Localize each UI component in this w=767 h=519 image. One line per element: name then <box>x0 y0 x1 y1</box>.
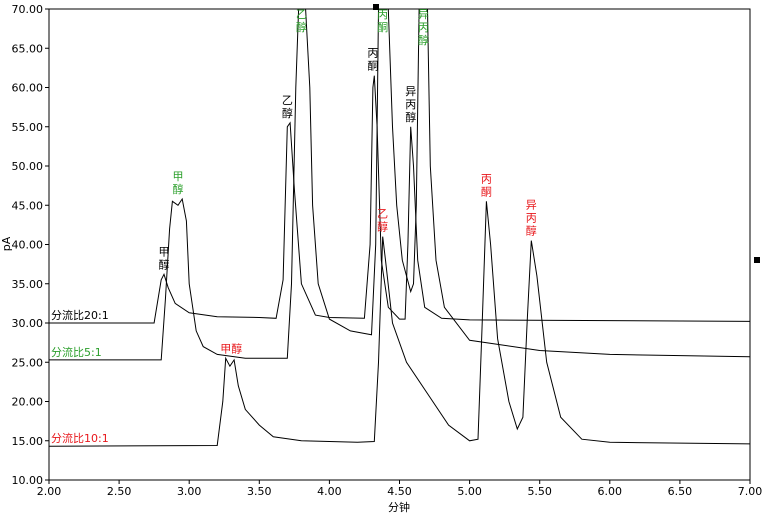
peak-label: 酮 <box>367 60 378 73</box>
y-tick-label: 55.00 <box>12 121 44 134</box>
y-tick-label: 70.00 <box>12 3 44 16</box>
y-tick-label: 20.00 <box>12 396 44 409</box>
x-tick-label: 4.00 <box>317 485 342 498</box>
y-tick-label: 50.00 <box>12 160 44 173</box>
peak-label: 甲醇 <box>220 341 242 355</box>
y-tick-label: 65.00 <box>12 42 44 55</box>
series-label: 分流比20:1 <box>51 308 109 322</box>
peak-label: 酮 <box>481 185 492 198</box>
x-tick-label: 4.50 <box>387 485 412 498</box>
peak-label: 醇 <box>405 110 416 124</box>
y-axis-title: pA <box>0 236 13 251</box>
x-tick-label: 6.50 <box>668 485 693 498</box>
peak-label: 乙 <box>282 94 293 107</box>
x-tick-label: 5.00 <box>457 485 482 498</box>
peak-label: 异 <box>526 199 537 212</box>
peak-label: 丙 <box>526 212 537 225</box>
peak-label: 醇 <box>418 33 429 47</box>
peak-label: 乙 <box>296 8 307 21</box>
marker-top <box>373 4 379 10</box>
peak-label: 丙 <box>367 47 378 60</box>
peak-label: 醇 <box>172 182 183 196</box>
series-line <box>49 9 750 361</box>
series-label: 分流比5:1 <box>51 345 102 359</box>
peak-label: 醇 <box>377 220 388 234</box>
y-tick-label: 25.00 <box>12 356 44 369</box>
y-tick-label: 15.00 <box>12 435 44 448</box>
peak-label: 酮 <box>377 21 388 34</box>
x-tick-label: 2.50 <box>107 485 132 498</box>
x-tick-label: 7.00 <box>738 485 763 498</box>
peak-label: 甲 <box>158 245 169 258</box>
peak-label: 甲 <box>172 170 183 183</box>
peak-label: 醇 <box>282 106 293 120</box>
y-tick-label: 45.00 <box>12 199 44 212</box>
peak-label: 异 <box>418 8 429 21</box>
peak-label: 丙 <box>481 172 492 185</box>
y-tick-label: 60.00 <box>12 82 44 95</box>
peak-label: 丙 <box>418 21 429 34</box>
peak-label: 丙 <box>377 8 388 21</box>
x-tick-label: 2.00 <box>37 485 62 498</box>
series-line <box>49 201 750 447</box>
y-tick-label: 35.00 <box>12 278 44 291</box>
peak-label: 乙 <box>377 208 388 221</box>
x-tick-label: 3.50 <box>247 485 272 498</box>
y-tick-label: 10.00 <box>12 474 44 487</box>
x-axis-title: 分钟 <box>388 500 410 514</box>
plot-frame <box>48 8 751 481</box>
x-tick-label: 6.00 <box>598 485 623 498</box>
y-tick-label: 30.00 <box>12 317 44 330</box>
x-tick-label: 3.00 <box>177 485 202 498</box>
peak-label: 醇 <box>526 224 537 238</box>
series-label: 分流比10:1 <box>51 431 109 445</box>
marker-right <box>754 257 760 263</box>
series-line <box>49 75 750 324</box>
x-tick-label: 5.50 <box>527 485 552 498</box>
peak-label: 醇 <box>158 257 169 271</box>
y-tick-label: 40.00 <box>12 239 44 252</box>
peak-label: 醇 <box>296 20 307 34</box>
peak-label: 丙 <box>405 98 416 111</box>
peak-label: 异 <box>405 85 416 98</box>
